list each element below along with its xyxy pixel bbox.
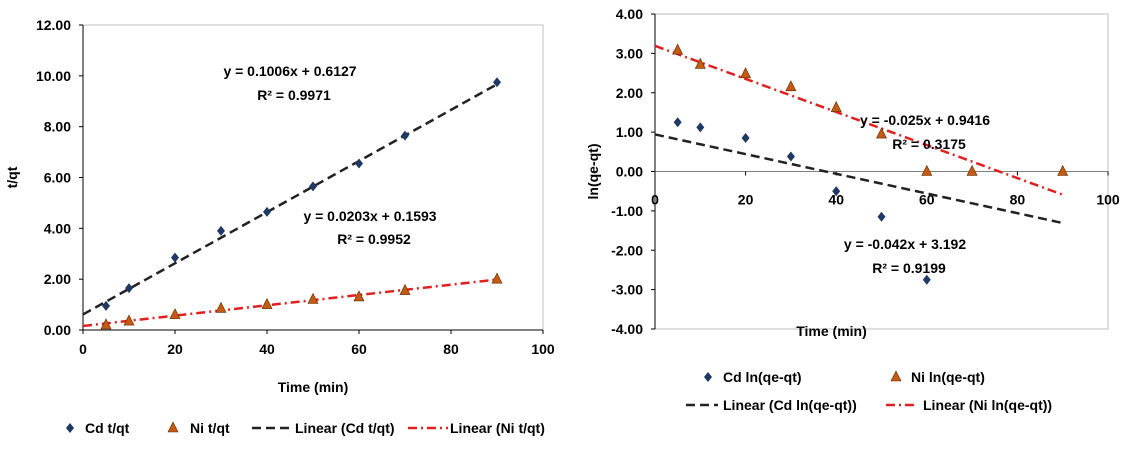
x-axis-label: Time (min) bbox=[796, 323, 867, 339]
x-tick-label: 100 bbox=[531, 341, 555, 357]
x-tick-label: 20 bbox=[167, 341, 183, 357]
data-point-triangle bbox=[966, 164, 978, 176]
trendline-0 bbox=[654, 133, 1063, 225]
trendline-r2: R² = 0.9971 bbox=[257, 87, 331, 103]
legend-label: Linear (Cd t/qt) bbox=[295, 420, 395, 436]
data-point-diamond bbox=[877, 211, 886, 222]
y-tick-label: 4.00 bbox=[616, 6, 643, 22]
trendline-equation: y = 0.0203x + 0.1593 bbox=[303, 208, 436, 224]
data-point-triangle bbox=[399, 283, 411, 295]
data-point-triangle bbox=[215, 301, 227, 313]
x-tick-label: 0 bbox=[651, 192, 659, 208]
data-point-diamond bbox=[832, 186, 841, 197]
legend-label: Cd t/qt bbox=[85, 420, 130, 436]
data-point-diamond bbox=[355, 158, 363, 169]
y-tick-label: 8.00 bbox=[44, 119, 71, 135]
chart-svg-left: 0.00 2.00 4.00 6.00 8.00 10.00 12.00 0 20 40 60 80 1… bbox=[4, 17, 555, 436]
data-point-diamond bbox=[493, 77, 501, 88]
data-point-triangle bbox=[261, 297, 273, 309]
data-point-triangle bbox=[169, 308, 181, 320]
trendline-1 bbox=[654, 44, 1064, 196]
y-axis-label: t/qt bbox=[4, 166, 20, 188]
data-point-triangle bbox=[123, 314, 135, 326]
data-point-triangle bbox=[921, 164, 933, 176]
legend-label: Linear (Ni t/qt) bbox=[450, 420, 545, 436]
data-point-diamond bbox=[696, 122, 705, 133]
trendline-r2: R² = 0.9199 bbox=[872, 260, 946, 276]
y-tick-label: -4.00 bbox=[611, 321, 643, 337]
data-point-triangle bbox=[353, 290, 365, 302]
x-tick-label: 40 bbox=[259, 341, 275, 357]
y-tick-label: 2.00 bbox=[44, 271, 71, 287]
data-point-diamond bbox=[922, 274, 931, 285]
y-tick-label: -1.00 bbox=[611, 203, 643, 219]
chart-svg-right: -4.00 -3.00 -2.00 -1.00 0.00 1.00 2.00 3.00 4.00… bbox=[585, 6, 1120, 413]
data-point-diamond bbox=[171, 252, 179, 263]
y-tick-label: 12.00 bbox=[36, 17, 71, 33]
chart-panel-pseudo-first-order: -4.00 -3.00 -2.00 -1.00 0.00 1.00 2.00 3.00 4.00… bbox=[568, 0, 1135, 447]
data-point-triangle bbox=[100, 318, 112, 330]
legend-marker-diamond bbox=[66, 423, 74, 433]
data-point-diamond bbox=[786, 151, 795, 162]
x-tick-label: 80 bbox=[443, 341, 459, 357]
trendline-equation: y = -0.042x + 3.192 bbox=[844, 236, 966, 252]
data-point-diamond bbox=[217, 225, 225, 236]
y-tick-label: 0.00 bbox=[44, 322, 71, 338]
data-point-diamond bbox=[102, 300, 110, 311]
data-point-triangle bbox=[307, 292, 319, 304]
trendline-r2: R² = 0.9952 bbox=[337, 231, 411, 247]
legend-marker-triangle bbox=[890, 370, 902, 382]
legend-marker-triangle bbox=[167, 421, 179, 433]
data-point-triangle bbox=[672, 43, 684, 55]
legend-marker-diamond bbox=[704, 372, 712, 382]
y-tick-label: 2.00 bbox=[616, 85, 643, 101]
trendline-equation: y = 0.1006x + 0.6127 bbox=[223, 63, 356, 79]
y-tick-label: 10.00 bbox=[36, 68, 71, 84]
data-point-diamond bbox=[741, 133, 750, 144]
legend-label: Ni t/qt bbox=[190, 420, 230, 436]
data-point-diamond bbox=[673, 117, 682, 128]
data-point-triangle bbox=[876, 127, 887, 139]
data-point-triangle bbox=[694, 57, 706, 69]
trendline-r2: R² = 0.3175 bbox=[892, 136, 966, 152]
chart-panel-pseudo-second-order: 0.00 2.00 4.00 6.00 8.00 10.00 12.00 0 20 40 60 80 1… bbox=[0, 0, 568, 447]
data-point-triangle bbox=[491, 272, 503, 284]
legend-label: Linear (Ni ln(qe-qt)) bbox=[923, 397, 1052, 413]
data-point-triangle bbox=[785, 80, 797, 92]
y-tick-label: 3.00 bbox=[616, 45, 643, 61]
y-tick-label: 0.00 bbox=[616, 164, 643, 180]
y-tick-label: -3.00 bbox=[611, 282, 643, 298]
x-tick-label: 20 bbox=[738, 192, 754, 208]
x-tick-label: 100 bbox=[1096, 192, 1120, 208]
data-point-diamond bbox=[309, 181, 317, 192]
trendline-1 bbox=[82, 278, 498, 328]
y-tick-label: -2.00 bbox=[611, 242, 643, 258]
legend-label: Ni ln(qe-qt) bbox=[911, 369, 985, 385]
data-point-triangle bbox=[1057, 164, 1069, 176]
x-tick-label: 80 bbox=[1010, 192, 1026, 208]
x-tick-label: 40 bbox=[828, 192, 844, 208]
y-tick-label: 4.00 bbox=[44, 220, 71, 236]
data-point-triangle bbox=[830, 101, 842, 113]
x-tick-label: 60 bbox=[351, 341, 367, 357]
trendline-equation: y = -0.025x + 0.9416 bbox=[860, 112, 990, 128]
trendline-0 bbox=[82, 83, 498, 316]
legend-label: Cd ln(qe-qt) bbox=[723, 369, 802, 385]
legend-label: Linear (Cd ln(qe-qt)) bbox=[723, 397, 857, 413]
y-axis-label: ln(qe-qt) bbox=[585, 144, 601, 200]
data-point-diamond bbox=[263, 206, 271, 217]
y-tick-label: 1.00 bbox=[616, 124, 643, 140]
x-tick-label: 0 bbox=[79, 341, 87, 357]
data-point-triangle bbox=[740, 67, 752, 79]
y-tick-label: 6.00 bbox=[44, 170, 71, 186]
x-axis-label: Time (min) bbox=[278, 379, 349, 395]
data-point-diamond bbox=[125, 283, 133, 294]
data-point-diamond bbox=[401, 130, 409, 141]
